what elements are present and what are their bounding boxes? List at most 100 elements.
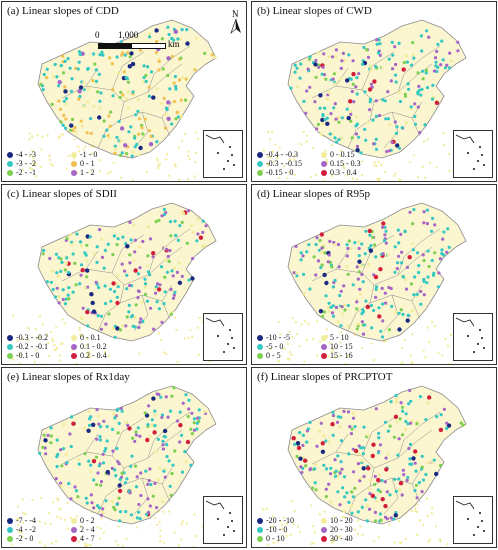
legend-item: 0 - 1 [71,159,129,168]
station-dot [145,437,150,443]
station-dot [136,272,141,276]
station-dot [113,147,117,151]
station-dot [151,494,155,498]
station-dot [168,409,173,413]
legend-dot-icon [321,526,327,533]
station-dot [106,242,110,246]
province-boundary [383,294,399,332]
station-dot [125,273,129,277]
background-dot [39,165,42,169]
legend: -0.4 - -0.3 0 - 0.15 -0.3 - -0.15 0.15 - 0.… [257,150,379,177]
station-dot [126,423,130,427]
station-dot [62,99,66,103]
station-dot [129,513,134,517]
background-dot [36,337,39,340]
station-dot [307,57,312,61]
background-dot [197,353,201,356]
station-dot [330,55,335,59]
station-dot [375,38,379,42]
background-dot [51,164,55,167]
station-dot [374,114,379,118]
station-dot [166,73,170,78]
station-dot [324,439,328,443]
station-dot [374,137,378,141]
station-dot [108,124,112,128]
station-dot [98,435,102,439]
station-dot [435,49,439,54]
background-dot [291,317,294,320]
station-dot [341,51,345,56]
station-dot [42,72,46,77]
station-dot [195,239,199,243]
background-dot [279,520,282,523]
background-dot [288,171,291,174]
background-dot [333,516,336,519]
background-dot [355,178,359,181]
station-dot [404,412,408,416]
background-dot [120,176,123,179]
station-dot [67,286,71,290]
station-dot [295,454,299,459]
station-dot [374,147,379,151]
station-dot [129,238,133,242]
station-dot [353,241,357,245]
north-arrow-icon: N [228,8,244,36]
station-dot [343,495,347,499]
station-dot [191,230,195,234]
legend-label: -0.1 - 0 [16,351,40,360]
background-dot [394,172,398,175]
station-dot [127,310,131,314]
background-dot [82,148,85,151]
legend-label: 0 - 2 [80,516,95,525]
station-dot [340,312,345,316]
station-dot [97,115,102,120]
station-dot [163,275,167,279]
station-dot [133,250,137,254]
station-dot [164,258,168,262]
station-dot [409,399,413,403]
province-boundary [311,433,349,465]
background-dot [373,161,377,164]
station-dot [414,483,418,487]
station-dot [158,466,162,470]
station-dot [128,220,132,224]
background-dot [45,333,49,336]
station-dot [365,304,370,310]
station-dot [333,102,337,106]
station-dot [361,452,365,456]
station-dot [102,419,106,423]
station-dot [409,282,414,286]
background-dot [65,167,68,170]
legend-item: -7 - -4 [7,516,67,525]
station-dot [155,392,159,396]
station-dot [350,511,354,515]
station-dot [368,507,372,511]
background-dot [300,323,303,326]
station-dot [115,295,119,299]
station-dot [384,467,389,472]
station-dot [346,324,350,328]
station-dot [430,258,434,263]
station-dot [339,439,344,443]
station-dot [364,138,368,142]
province-boundary [383,111,399,149]
station-dot [376,451,380,455]
station-dot [401,468,405,472]
station-dot [147,94,152,98]
station-dot [319,265,323,270]
station-dot [180,274,184,278]
province-boundary [85,85,125,121]
station-dot [180,470,185,474]
background-dot [75,515,79,518]
legend-item: -1 - 0 [71,150,129,159]
background-dot [428,538,431,541]
background-dot [58,354,61,357]
station-dot [366,466,371,471]
station-dot [170,269,174,273]
background-dot [359,525,362,528]
province-boundary [61,67,99,99]
background-dot [19,362,22,364]
station-dot [397,146,401,150]
station-dot [133,136,137,140]
station-dot [204,224,208,228]
